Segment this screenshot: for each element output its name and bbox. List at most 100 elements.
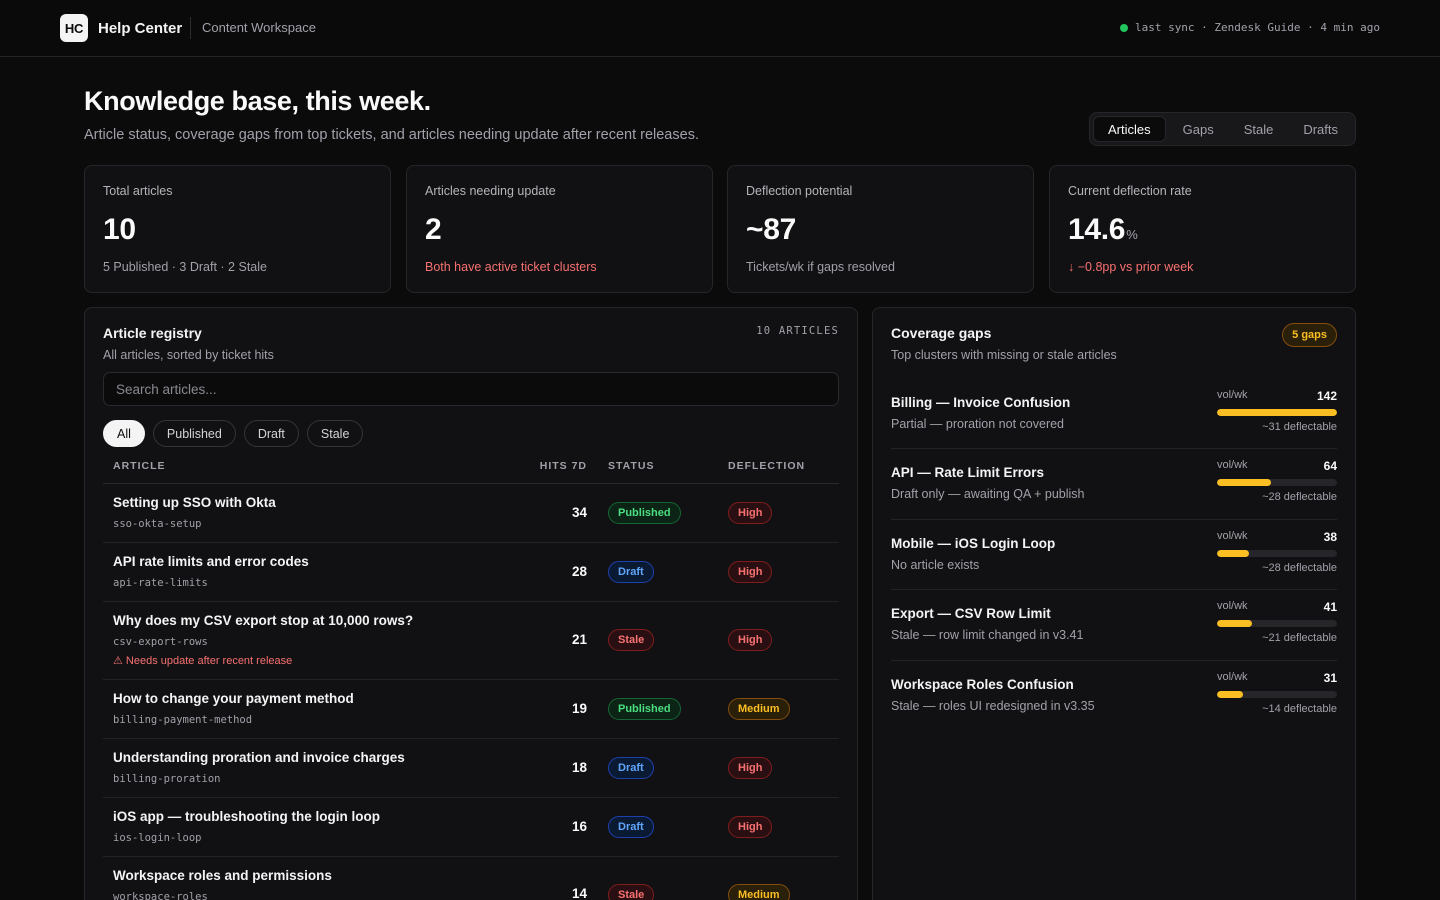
gap-title: Export — CSV Row Limit xyxy=(891,606,1051,621)
article-slug: billing-proration xyxy=(113,773,221,785)
kpi-card-deflection-rate: Current deflection rate 14.6% ↓ −0.8pp v… xyxy=(1049,165,1356,293)
article-slug: api-rate-limits xyxy=(113,577,208,589)
kpi-label: Articles needing update xyxy=(425,184,556,198)
gap-description: Stale — row limit changed in v3.41 xyxy=(891,628,1084,642)
filter-draft[interactable]: Draft xyxy=(243,420,299,447)
sync-status: last sync · Zendesk Guide · 4 min ago xyxy=(1119,21,1380,34)
gap-volume-bar-fill xyxy=(1217,409,1337,416)
kpi-note: Tickets/wk if gaps resolved xyxy=(746,260,895,274)
gap-volume-bar xyxy=(1217,479,1337,486)
article-hits: 21 xyxy=(571,632,587,647)
kpi-value-number: ~87 xyxy=(746,213,796,246)
status-badge: Published xyxy=(608,502,681,524)
gap-divider xyxy=(891,519,1337,520)
article-title: How to change your payment method xyxy=(113,691,354,706)
panel-title: Coverage gaps xyxy=(891,325,992,341)
table-row[interactable]: API rate limits and error codes api-rate… xyxy=(103,543,839,602)
kpi-value: 14.6% xyxy=(1068,213,1138,247)
needs-update-warning: ⚠ Needs update after recent release xyxy=(113,655,293,667)
gap-deflectable: ~31 deflectable xyxy=(1262,421,1337,433)
column-header-hits[interactable]: HITS 7D xyxy=(539,460,587,472)
article-slug: csv-export-rows xyxy=(113,636,208,648)
gap-deflectable: ~21 deflectable xyxy=(1262,632,1337,644)
tab-drafts[interactable]: Drafts xyxy=(1303,121,1339,137)
column-header-deflection[interactable]: DEFLECTION xyxy=(728,460,806,472)
deflection-badge: High xyxy=(728,502,773,524)
table-row[interactable]: Workspace roles and permissions workspac… xyxy=(103,857,839,900)
gap-item[interactable]: API — Rate Limit Errors Draft only — awa… xyxy=(891,459,1337,515)
status-badge: Draft xyxy=(608,816,654,838)
kpi-value-number: 2 xyxy=(425,213,442,246)
deflection-badge: High xyxy=(728,629,773,651)
gap-item[interactable]: Workspace Roles Confusion Stale — roles … xyxy=(891,671,1337,727)
panel-title: Article registry xyxy=(103,325,202,341)
table-row[interactable]: Understanding proration and invoice char… xyxy=(103,739,839,798)
gap-volume: 41 xyxy=(1323,600,1337,614)
tab-stale[interactable]: Stale xyxy=(1243,121,1274,137)
kpi-card-deflection-potential: Deflection potential ~87 Tickets/wk if g… xyxy=(727,165,1034,293)
gap-volume: 38 xyxy=(1323,530,1337,544)
gap-volume-label: vol/wk xyxy=(1217,530,1248,542)
gap-volume-label: vol/wk xyxy=(1217,389,1248,401)
app-title[interactable]: Help Center xyxy=(98,20,183,37)
gap-volume-bar xyxy=(1217,691,1337,698)
topbar-divider xyxy=(190,17,191,39)
table-row[interactable]: How to change your payment method billin… xyxy=(103,680,839,739)
gap-item[interactable]: Billing — Invoice Confusion Partial — pr… xyxy=(891,389,1337,445)
kpi-note: ↓ −0.8pp vs prior week xyxy=(1068,260,1194,274)
gap-title: API — Rate Limit Errors xyxy=(891,465,1045,480)
deflection-badge: High xyxy=(728,816,773,838)
kpi-value: 2 xyxy=(425,213,442,247)
gap-volume-bar xyxy=(1217,550,1337,557)
article-hits: 34 xyxy=(571,505,587,520)
tab-gaps[interactable]: Gaps xyxy=(1182,121,1214,137)
gap-title: Mobile — iOS Login Loop xyxy=(891,536,1056,551)
filter-stale[interactable]: Stale xyxy=(306,420,364,447)
sync-status-text: last sync · Zendesk Guide · 4 min ago xyxy=(1134,21,1380,34)
gap-volume-label: vol/wk xyxy=(1217,459,1248,471)
page-title: Knowledge base, this week. xyxy=(84,86,431,116)
gap-volume: 64 xyxy=(1323,459,1337,473)
table-row[interactable]: Why does my CSV export stop at 10,000 ro… xyxy=(103,602,839,680)
gap-description: No article exists xyxy=(891,558,980,572)
kpi-label: Current deflection rate xyxy=(1068,184,1192,198)
page-subtitle: Article status, coverage gaps from top t… xyxy=(84,127,699,143)
article-hits: 16 xyxy=(571,819,587,834)
view-tabs: Articles Gaps Stale Drafts xyxy=(1089,112,1356,146)
article-title: Setting up SSO with Okta xyxy=(113,495,276,510)
workspace-name[interactable]: Content Workspace xyxy=(202,20,316,35)
table-row[interactable]: iOS app — troubleshooting the login loop… xyxy=(103,798,839,857)
gap-volume-bar-fill xyxy=(1217,550,1250,557)
article-title: iOS app — troubleshooting the login loop xyxy=(113,809,380,824)
kpi-card-total-articles: Total articles 10 5 Published · 3 Draft … xyxy=(84,165,391,293)
gap-volume-bar xyxy=(1217,620,1337,627)
kpi-value-number: 10 xyxy=(103,213,136,246)
article-title: API rate limits and error codes xyxy=(113,554,309,569)
status-badge: Draft xyxy=(608,561,654,583)
filter-published[interactable]: Published xyxy=(152,420,236,447)
column-header-status[interactable]: STATUS xyxy=(608,460,655,472)
gap-divider xyxy=(891,589,1337,590)
kpi-unit: % xyxy=(1126,227,1138,242)
article-title: Understanding proration and invoice char… xyxy=(113,750,405,765)
gap-volume-label: vol/wk xyxy=(1217,600,1248,612)
kpi-note: 5 Published · 3 Draft · 2 Stale xyxy=(103,260,267,274)
gap-volume: 142 xyxy=(1316,389,1337,403)
gap-volume-label: vol/wk xyxy=(1217,671,1248,683)
search-input[interactable] xyxy=(103,372,839,406)
panel-subtitle: Top clusters with missing or stale artic… xyxy=(891,348,1117,362)
tab-articles[interactable]: Articles xyxy=(1093,116,1166,142)
kpi-label: Deflection potential xyxy=(746,184,853,198)
column-header-article[interactable]: ARTICLE xyxy=(113,460,166,472)
filter-all[interactable]: All xyxy=(103,420,145,447)
status-badge: Draft xyxy=(608,757,654,779)
article-hits: 14 xyxy=(571,886,587,900)
article-slug: sso-okta-setup xyxy=(113,518,202,530)
gap-item[interactable]: Mobile — iOS Login Loop No article exist… xyxy=(891,530,1337,586)
sync-status-dot-icon xyxy=(1119,23,1128,32)
gap-item[interactable]: Export — CSV Row Limit Stale — row limit… xyxy=(891,600,1337,656)
kpi-value-number: 14.6 xyxy=(1068,213,1126,246)
app-logo[interactable]: HC xyxy=(60,14,88,42)
kpi-value: 10 xyxy=(103,213,136,247)
table-row[interactable]: Setting up SSO with Okta sso-okta-setup … xyxy=(103,484,839,543)
